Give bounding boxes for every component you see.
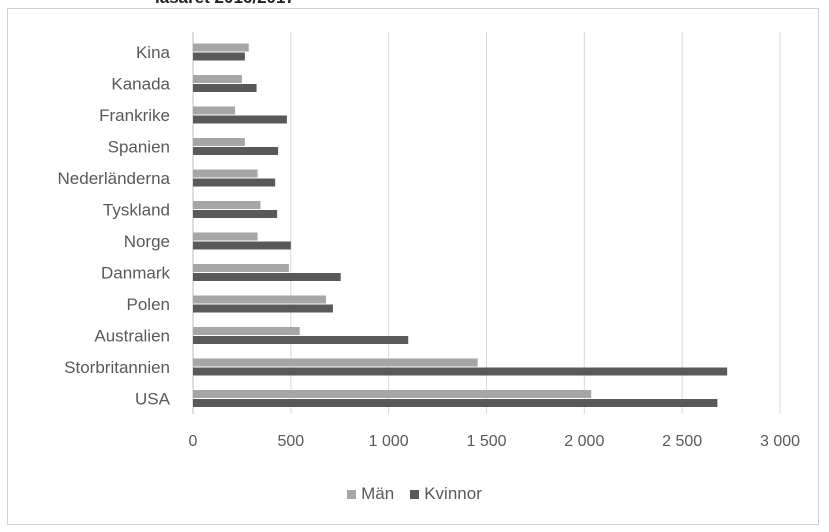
gridlines: [192, 32, 781, 414]
category-label: Kina: [136, 43, 171, 62]
x-tick-label: 2 000: [564, 433, 604, 450]
chart-frame: [7, 8, 819, 525]
bar-kvinnor: [193, 336, 409, 344]
legend-item-man: Män: [347, 484, 394, 504]
bar-kvinnor: [193, 399, 718, 407]
category-label: Danmark: [101, 264, 170, 283]
category-label: Polen: [127, 295, 170, 314]
bar-kvinnor: [193, 115, 287, 124]
category-label: Australien: [94, 327, 170, 346]
category-label: USA: [135, 390, 171, 409]
bar-man: [193, 264, 289, 272]
category-label: Kanada: [111, 75, 170, 94]
bar-kvinnor: [193, 147, 279, 155]
bar-kvinnor: [193, 304, 333, 313]
bar-kvinnor: [193, 178, 276, 187]
bar-man: [193, 43, 249, 52]
x-tick-label: 1 500: [466, 433, 506, 450]
x-tick-label: 500: [277, 433, 304, 450]
bar-man: [193, 138, 245, 146]
category-label: Tyskland: [103, 201, 170, 220]
category-label: Norge: [124, 232, 170, 251]
legend-label-kvinnor: Kvinnor: [424, 484, 482, 503]
legend: Män Kvinnor: [0, 484, 829, 504]
bar-man: [193, 201, 261, 209]
bar-man: [193, 106, 236, 115]
category-label: Nederländerna: [58, 169, 171, 188]
bar-kvinnor: [193, 241, 291, 250]
category-label: Storbritannien: [64, 358, 170, 377]
x-tick-label: 3 000: [760, 433, 800, 450]
bar-man: [193, 75, 242, 83]
bar-kvinnor: [193, 84, 257, 92]
legend-label-man: Män: [361, 484, 395, 503]
bar-kvinnor: [193, 367, 728, 376]
category-label: Spanien: [108, 138, 170, 157]
legend-item-kvinnor: Kvinnor: [410, 484, 482, 504]
bar-kvinnor: [193, 273, 341, 281]
bar-man: [193, 390, 592, 398]
category-label: Frankrike: [99, 106, 170, 125]
x-tick-label: 1 000: [369, 433, 409, 450]
x-tick-label: 2 500: [662, 433, 702, 450]
legend-swatch-kvinnor: [410, 489, 420, 499]
x-tick-labels: 0 500 1 000 1 500 2 000 2 500 3 000: [189, 433, 801, 450]
bar-man: [193, 295, 327, 304]
bar-man: [193, 232, 258, 241]
bar-man: [193, 358, 478, 367]
bar-man: [193, 327, 300, 335]
category-labels: Kina Kanada Frankrike Spanien Nederländerna T…: [58, 43, 171, 409]
bar-man: [193, 169, 258, 178]
bar-kvinnor: [193, 52, 245, 61]
bars: [193, 43, 728, 407]
legend-swatch-man: [347, 489, 357, 499]
x-tick-label: 0: [189, 433, 198, 450]
bar-kvinnor: [193, 210, 278, 218]
chart-title-fragment: lasåret 2016/2017: [155, 0, 295, 8]
